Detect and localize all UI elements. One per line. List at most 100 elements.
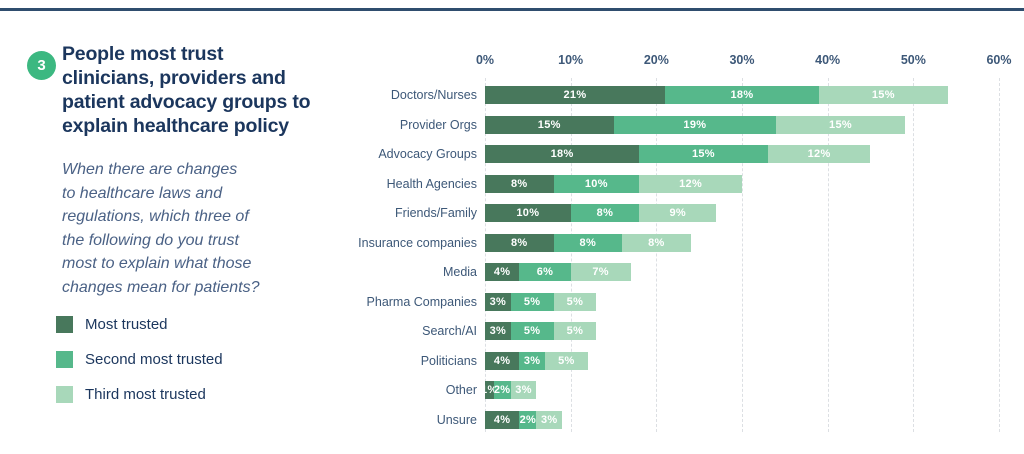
bar-value-label: 5% <box>566 295 584 308</box>
bar-value-label: 5% <box>558 354 575 367</box>
bar-value-label: 7% <box>592 266 609 278</box>
stacked-bar: 10% 8% 9% <box>485 204 999 222</box>
gridlines <box>485 78 1000 432</box>
axis-tick-label: 0% <box>475 53 495 67</box>
stacked-bar: 21% 18% 15% <box>485 86 999 104</box>
bar-segment: 2% <box>519 410 537 429</box>
stacked-bar: 18% 15% 12% <box>485 145 999 163</box>
axis-tick-label: 10% <box>558 53 584 67</box>
stacked-bar: 3% 5% 5% <box>485 292 999 311</box>
legend-swatch-most-trusted <box>56 316 73 333</box>
category-label: Insurance companies <box>358 235 477 250</box>
gridline <box>913 78 915 432</box>
bar-value-label: 8% <box>579 236 597 249</box>
bar-value-label: 15% <box>691 148 715 160</box>
bar-segment: 15% <box>819 86 948 104</box>
legend: Most trusted Second most trusted Third m… <box>56 316 223 421</box>
chart-row: Other 1%2% 3% <box>0 381 999 399</box>
bar-segment: 8% <box>570 204 640 222</box>
gridline <box>570 78 572 432</box>
bar-segment: 5% <box>510 322 554 340</box>
bar-value-label: 8% <box>596 207 614 219</box>
category-label: Doctors/Nurses <box>390 88 477 102</box>
bar-value-label: 12% <box>679 177 703 190</box>
category-label: Unsure <box>436 412 477 427</box>
bar-segment: 3% <box>536 410 563 429</box>
bar-segment: 10% <box>485 204 571 222</box>
legend-swatch-third-most-trusted <box>56 386 73 403</box>
gridline <box>656 78 658 432</box>
bar-value-label: 15% <box>537 118 561 131</box>
top-divider-rule <box>0 8 1024 11</box>
category-label: Pharma Companies <box>366 294 477 309</box>
bar-value-label: 3% <box>523 354 541 367</box>
legend-label: Second most trusted <box>85 351 223 368</box>
bar-value-label: 12% <box>807 148 831 160</box>
stacked-bar: 1%2% 3% <box>485 381 999 399</box>
gridline <box>742 78 743 432</box>
legend-item-second-most-trusted: Second most trusted <box>56 351 223 368</box>
bar-value-label: 9% <box>669 207 686 219</box>
bar-segment: 5% <box>553 322 597 340</box>
axis-tick-label: 60% <box>986 53 1012 67</box>
legend-item-most-trusted: Most trusted <box>56 316 223 333</box>
bar-segment: 5% <box>553 292 597 311</box>
bar-segment: 15% <box>639 145 768 163</box>
bar-segment: 21% <box>485 86 665 104</box>
gridline <box>999 78 1000 432</box>
bar-value-label: 21% <box>563 89 587 101</box>
chart-row: Unsure 4% 2% 3% <box>0 410 999 429</box>
bar-segment: 15% <box>485 115 614 134</box>
legend-item-third-most-trusted: Third most trusted <box>56 386 223 403</box>
bar-value-label: 2% <box>519 413 537 426</box>
bar-segment: 4% <box>485 351 520 370</box>
category-label: Provider Orgs <box>399 117 477 132</box>
bar-value-label: 3% <box>540 413 558 426</box>
stacked-bar: 8% 8% 8% <box>485 233 999 252</box>
bar-segment: 2% <box>493 381 511 399</box>
bar-segment: 3% <box>519 351 545 370</box>
bar-segment: 4% <box>485 410 520 429</box>
bar-segment: 15% <box>776 115 905 134</box>
category-label: Health Agencies <box>386 176 477 191</box>
chart-row: Health Agencies 8% 10% 12% <box>0 174 999 193</box>
chart-row: Media 4% 6% 7% <box>0 263 999 281</box>
chart-row: Friends/Family 10% 8% 9% <box>0 204 999 222</box>
bar-value-label: 6% <box>536 266 554 278</box>
stacked-bar: 15% 19% 15% <box>485 115 999 134</box>
bar-value-label: 18% <box>730 89 754 101</box>
chart-title: People most trust clinicians, providers … <box>62 43 311 137</box>
bar-segment: 8% <box>553 233 623 252</box>
bar-segment: 7% <box>570 263 631 281</box>
bar-segment: 5% <box>510 292 554 311</box>
axis-tick-label: 30% <box>729 53 755 67</box>
bar-segment: 8% <box>622 233 691 252</box>
stacked-bar: 3% 5% 5% <box>485 322 999 340</box>
category-label: Friends/Family <box>395 206 477 220</box>
chart-row: Search/AI 3% 5% 5% <box>0 322 999 340</box>
gridline <box>485 78 486 432</box>
x-axis: 0% 10% 20% 30% 40% 50% 60% <box>476 53 1012 69</box>
chart-row: Pharma Companies 3% 5% 5% <box>0 292 999 311</box>
bar-segment: 9% <box>639 204 717 222</box>
bar-value-label: 18% <box>550 148 574 160</box>
bar-value-label: 15% <box>829 118 852 131</box>
axis-tick-label: 20% <box>643 53 669 67</box>
category-label: Media <box>442 265 477 279</box>
chart-row: Advocacy Groups 18% 15% 12% <box>0 145 999 163</box>
bar-segment: 1% <box>485 381 494 399</box>
bar-segment: 12% <box>639 174 742 193</box>
bar-value-label: 5% <box>566 325 584 337</box>
bar-value-label: 19% <box>683 118 707 131</box>
bar-value-label: 8% <box>648 236 665 249</box>
bar-segment: 3% <box>485 322 511 340</box>
bar-value-label: 4% <box>493 354 511 367</box>
bar-segment: 19% <box>613 115 777 134</box>
bar-segment: 18% <box>664 86 820 104</box>
bar-value-label: 3% <box>515 384 532 396</box>
bar-segment: 5% <box>544 351 588 370</box>
bar-value-label: 4% <box>493 266 511 278</box>
bar-value-label: 4% <box>493 413 511 426</box>
axis-tick-label: 50% <box>900 53 926 67</box>
